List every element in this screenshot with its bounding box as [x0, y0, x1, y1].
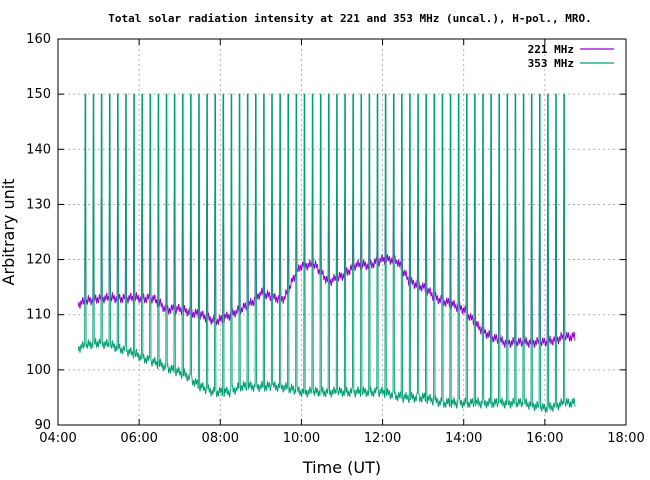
y-tick-label: 90 — [34, 418, 51, 433]
y-tick-label: 120 — [26, 253, 51, 268]
x-tick-label: 08:00 — [202, 431, 239, 446]
y-axis-label: Arbitrary unit — [0, 179, 18, 286]
x-tick-label: 06:00 — [120, 431, 157, 446]
x-tick-label: 18:00 — [607, 431, 644, 446]
tick-labels: 04:00 06:00 08:00 10:00 12:00 14:00 16:00 18:00… — [26, 32, 645, 446]
x-tick-label: 14:00 — [445, 431, 482, 446]
series-lines — [77, 93, 576, 413]
chart-title: Total solar radiation intensity at 221 a… — [108, 12, 591, 25]
series-line-221-mhz — [77, 198, 576, 349]
x-tick-label: 10:00 — [283, 431, 320, 446]
plot-frame — [57, 38, 627, 426]
y-tick-label: 100 — [26, 363, 51, 378]
y-tick-label: 110 — [26, 308, 51, 323]
y-tick-label: 150 — [26, 87, 51, 102]
y-tick-label: 160 — [26, 32, 51, 47]
legend-label-221: 221 MHz — [528, 43, 574, 56]
y-tick-label: 140 — [26, 142, 51, 157]
series-line-353-mhz — [77, 93, 576, 413]
legend: 221 MHz 353 MHz — [528, 43, 614, 70]
x-axis-label: Time (UT) — [302, 458, 381, 477]
x-tick-label: 12:00 — [364, 431, 401, 446]
x-tick-label: 16:00 — [526, 431, 563, 446]
x-tick-label: 04:00 — [39, 431, 76, 446]
y-tick-label: 130 — [26, 197, 51, 212]
legend-label-353: 353 MHz — [528, 57, 574, 70]
